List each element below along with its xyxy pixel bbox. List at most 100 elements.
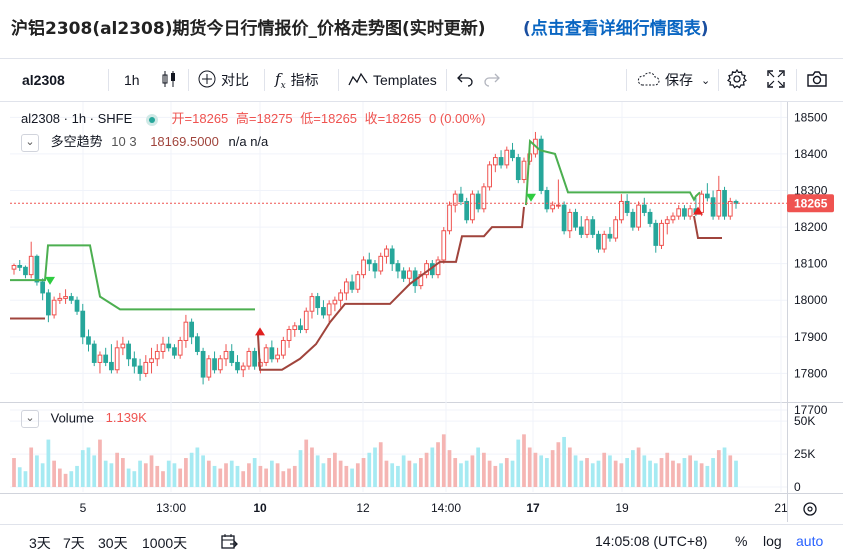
volume-bar [384, 460, 389, 487]
volume-bar [671, 460, 675, 487]
candle-body [17, 264, 23, 268]
candle-body [395, 263, 401, 272]
candle-body [550, 204, 555, 210]
volume-bar [367, 452, 372, 487]
candle-body [510, 149, 515, 159]
detail-chart-link[interactable]: (点击查看详细行情图表) [523, 14, 709, 39]
candle-body [315, 296, 321, 309]
volume-bar [516, 439, 521, 487]
settings-button[interactable] [727, 59, 747, 101]
cloud-icon [636, 71, 660, 90]
collapse-indicator-button[interactable]: ⌄ [21, 133, 39, 152]
volume-bar [688, 455, 693, 487]
volume-bar [602, 452, 607, 487]
gear-icon [727, 68, 747, 92]
volume-bar [608, 455, 612, 487]
candle-body [91, 343, 97, 363]
bull-trend-line [10, 244, 255, 311]
symbol-search-button[interactable]: al2308 [22, 72, 65, 88]
auto-scale-toggle[interactable]: auto [796, 533, 824, 549]
volume-bar [476, 447, 481, 487]
volume-bar [287, 468, 291, 487]
volume-bar [52, 460, 56, 487]
volume-bar [418, 458, 423, 487]
candle-body [647, 211, 653, 224]
volume-bar [338, 460, 343, 487]
range-30d-button[interactable]: 30天 [98, 535, 128, 551]
candle-body [109, 361, 114, 371]
redo-icon [484, 71, 500, 90]
volume-bar [57, 468, 62, 487]
indicator-legend: ⌄ 多空趋势 10 3 18169.5000 n/a n/a [21, 131, 268, 152]
screenshot-button[interactable] [806, 59, 828, 101]
clock-timezone[interactable]: 14:05:08 (UTC+8) [595, 533, 708, 549]
fullscreen-icon [767, 69, 785, 91]
interval-button[interactable]: 1h [124, 72, 140, 88]
indicators-button[interactable]: fx 指标 [275, 59, 319, 101]
volume-bar [653, 463, 658, 487]
time-tick-label: 10 [253, 501, 267, 515]
link-close-paren: ) [700, 19, 709, 39]
range-7d-button[interactable]: 7天 [63, 535, 85, 551]
volume-bar [235, 465, 240, 487]
undo-icon [457, 71, 473, 90]
volume-bar [441, 434, 446, 487]
candle-body [664, 219, 670, 224]
range-1000d-button[interactable]: 1000天 [142, 535, 188, 551]
chart-style-button[interactable] [160, 59, 183, 101]
candlestick-icon [160, 70, 178, 91]
candle-body [263, 347, 269, 363]
candle-body [556, 204, 561, 207]
templates-button[interactable]: Templates [348, 59, 437, 101]
candle-body [183, 321, 189, 341]
candle-body [149, 358, 154, 363]
time-tick-label: 14:00 [431, 501, 461, 515]
candle-body [498, 157, 504, 166]
candle-body [682, 208, 687, 217]
range-3d-button[interactable]: 3天 [29, 535, 51, 551]
save-button[interactable]: 保存 ⌄ [636, 59, 710, 101]
volume-bar [648, 460, 652, 487]
volume-bar [436, 442, 440, 487]
time-tick-label: 5 [80, 501, 87, 515]
volume-bar [567, 447, 572, 487]
redo-button[interactable] [484, 59, 500, 101]
undo-button[interactable] [457, 59, 473, 101]
time-tick-label: 21 [774, 501, 788, 515]
volume-bar [63, 473, 68, 487]
candle-body [23, 266, 28, 276]
fullscreen-button[interactable] [767, 59, 785, 101]
candle-body [641, 204, 647, 213]
volume-bar [504, 458, 509, 487]
price-chart[interactable]: 18500 18400 18300 18200 18100 18000 17900 17800… [0, 102, 843, 522]
volume-label: Volume [50, 410, 94, 426]
volume-bar [344, 465, 349, 487]
volume-bar [447, 450, 452, 487]
detail-chart-link-text[interactable]: 点击查看详细行情图表 [530, 19, 701, 39]
volume-bar [109, 463, 114, 487]
goto-date-button[interactable] [220, 533, 238, 554]
volume-bar [115, 452, 120, 487]
volume-bar [218, 468, 223, 487]
volume-bar [86, 447, 91, 487]
volume-bar [252, 458, 257, 487]
collapse-volume-button[interactable]: ⌄ [21, 410, 39, 428]
volume-bar [327, 458, 332, 487]
candle-body [561, 204, 567, 232]
buy-signal-marker [693, 206, 703, 215]
legend-open: 开=18265 [171, 111, 229, 126]
time-tick-label: 19 [615, 501, 629, 515]
compare-button[interactable]: 对比 [198, 59, 249, 101]
price-tick-label: 18400 [794, 147, 828, 161]
price-tick-label: 18000 [794, 293, 828, 307]
percent-scale-toggle[interactable]: % [735, 533, 748, 549]
volume-legend: ⌄ Volume 1.139K [21, 410, 147, 428]
candle-body [349, 281, 355, 290]
candle-body [401, 270, 407, 279]
log-scale-toggle[interactable]: log [763, 533, 782, 549]
legend-high: 高=18275 [235, 111, 293, 126]
candle-body [464, 200, 470, 221]
candle-body [343, 281, 349, 294]
market-status-icon [145, 113, 158, 126]
indicators-label: 指标 [290, 72, 319, 88]
